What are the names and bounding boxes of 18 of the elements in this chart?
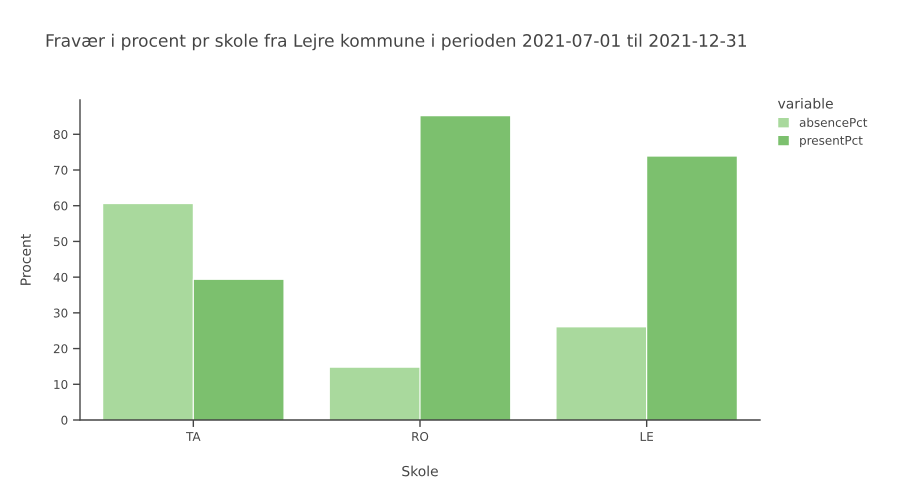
y-tick-label: 70 bbox=[54, 166, 68, 175]
chart-title: Fravær i procent pr skole fra Lejre kommune i perioden 2021-07-01 til 2021-12-31 bbox=[46, 34, 746, 50]
legend-title: variable bbox=[778, 98, 833, 109]
legend-label: presentPct bbox=[800, 136, 863, 148]
x-tick-label: LE bbox=[640, 432, 653, 441]
y-tick-label: 40 bbox=[54, 272, 68, 282]
x-axis-title: Skole bbox=[402, 466, 438, 476]
y-tick-label: 50 bbox=[54, 237, 68, 246]
x-tick-label: TA bbox=[186, 432, 201, 441]
y-tick-label: 30 bbox=[54, 308, 68, 318]
y-tick-label: 60 bbox=[54, 201, 68, 210]
y-tick-label: 10 bbox=[54, 380, 68, 389]
y-tick-label: 0 bbox=[61, 416, 68, 425]
legend-label: absencePct bbox=[800, 118, 868, 127]
y-tick-label: 80 bbox=[54, 130, 68, 139]
x-tick-label: RO bbox=[412, 432, 428, 442]
y-tick-label: 20 bbox=[54, 344, 68, 354]
y-axis-title: Procent bbox=[20, 234, 31, 285]
